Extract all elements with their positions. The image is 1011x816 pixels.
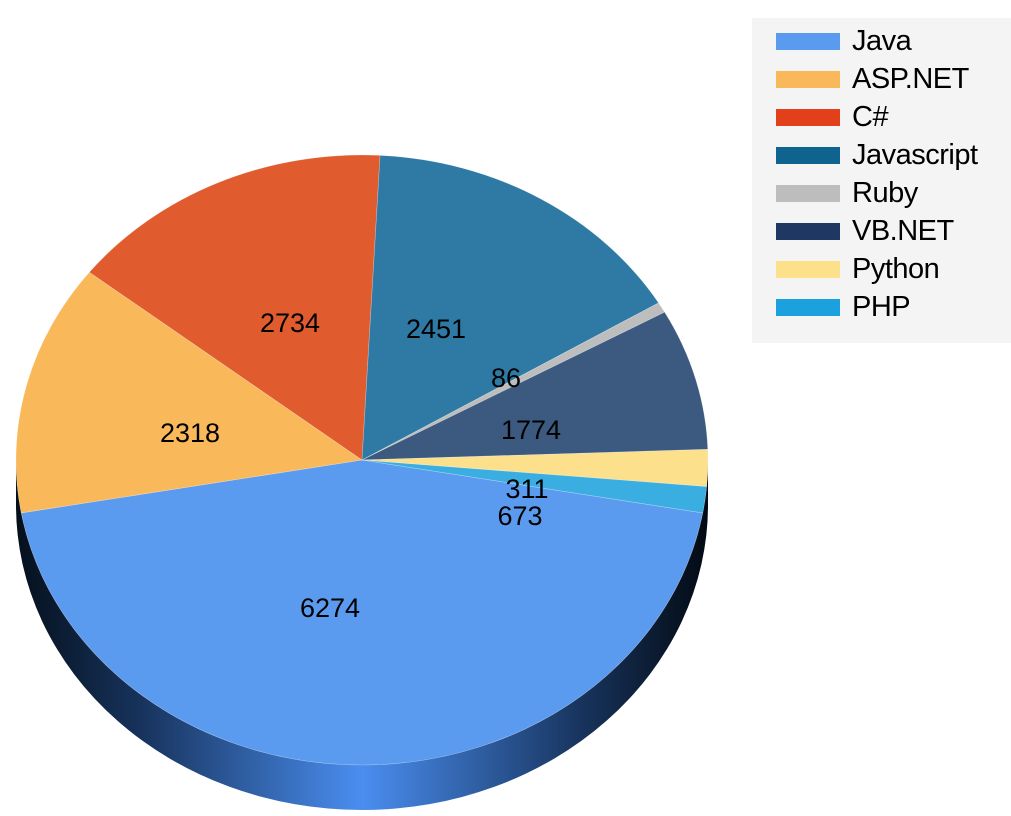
pie-slice-ruby xyxy=(361,302,666,461)
legend-label: ASP.NET xyxy=(852,63,969,95)
chart-legend: Java ASP.NET C# Javascript Ruby VB.NET Python P… xyxy=(752,18,1011,343)
data-label-javascript: 2451 xyxy=(406,314,466,344)
data-label-asp-net: 2318 xyxy=(160,418,220,448)
legend-label: VB.NET xyxy=(852,215,954,247)
legend-swatch xyxy=(776,71,840,88)
legend-label: Javascript xyxy=(852,139,978,171)
pie-slice-php xyxy=(361,459,708,514)
legend-label: Java xyxy=(852,25,912,57)
pie-slice-c- xyxy=(88,154,381,461)
data-label-ruby: 86 xyxy=(491,363,521,393)
data-label-python: 311 xyxy=(505,474,548,504)
data-label-c-: 2734 xyxy=(260,308,320,338)
legend-label: Ruby xyxy=(852,177,918,209)
legend-swatch xyxy=(776,261,840,278)
pie-slice-python xyxy=(361,449,709,487)
data-label-php: 673 xyxy=(497,501,542,531)
pie-slice-vb-net xyxy=(361,311,709,461)
legend-swatch xyxy=(776,299,840,316)
legend-swatch xyxy=(776,147,840,164)
legend-label: PHP xyxy=(852,291,911,323)
legend-swatch xyxy=(776,33,840,50)
pie-slice-asp-net xyxy=(15,271,363,514)
data-label-vb-net: 1774 xyxy=(501,415,561,445)
legend-swatch xyxy=(776,109,840,126)
pie-slice-java xyxy=(20,459,704,766)
data-label-java: 6274 xyxy=(300,593,360,623)
legend-label: C# xyxy=(852,101,889,133)
legend-swatch xyxy=(776,223,840,240)
legend-label: Python xyxy=(852,253,940,285)
pie-slice-javascript xyxy=(361,155,660,461)
pie-slices xyxy=(15,154,709,766)
legend-swatch xyxy=(776,185,840,202)
